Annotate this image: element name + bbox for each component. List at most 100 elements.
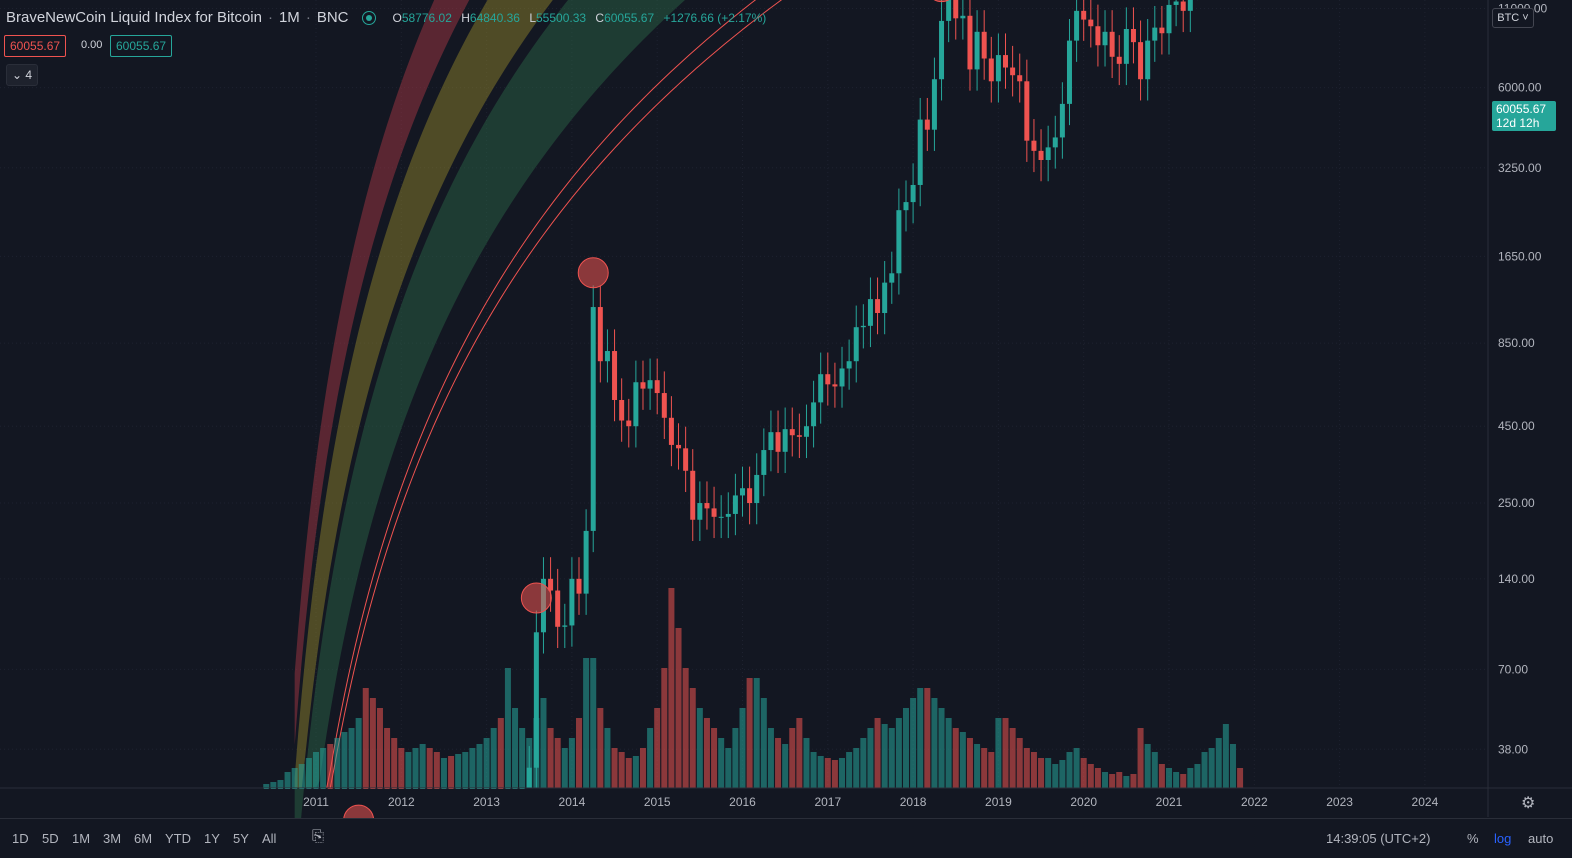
candle-body [1067, 41, 1072, 104]
candle-body [790, 429, 795, 435]
volume-bar [1059, 760, 1065, 788]
volume-bar [391, 738, 397, 788]
candle-body [1188, 0, 1193, 11]
timeframe-6m[interactable]: 6M [134, 831, 152, 846]
timeframe-1m[interactable]: 1M [72, 831, 90, 846]
timeframe-1y[interactable]: 1Y [204, 831, 220, 846]
timeframe-5y[interactable]: 5Y [233, 831, 249, 846]
close-label: C [595, 11, 604, 25]
candle-body [633, 382, 638, 426]
volume-bar [427, 748, 433, 788]
cycle-top-marker[interactable] [578, 258, 608, 288]
volume-bar [576, 718, 582, 788]
volume-bar [612, 748, 618, 788]
open-value: 58776.02 [402, 11, 452, 25]
volume-bar [1081, 758, 1087, 788]
candle-body [726, 514, 731, 517]
volume-bar [732, 728, 738, 788]
volume-bar [903, 708, 909, 788]
candle-body [1046, 147, 1051, 160]
candle-body [619, 400, 624, 421]
candle[interactable] [591, 285, 596, 552]
clock-time[interactable]: 14:39:05 (UTC+2) [1326, 831, 1430, 846]
volume-bar [931, 698, 937, 788]
candle-body [903, 202, 908, 210]
sell-price-button[interactable]: 60055.67 [4, 35, 66, 57]
volume-bar [1010, 728, 1016, 788]
candle-body [825, 374, 830, 384]
candle-body [939, 21, 944, 79]
candle-body [818, 374, 823, 402]
buy-price-button[interactable]: 60055.67 [110, 35, 172, 57]
candle-body [1024, 81, 1029, 140]
candle-body [1174, 2, 1179, 5]
indicators-collapse-button[interactable]: ⌄ 4 [6, 64, 38, 86]
auto-scale-toggle[interactable]: auto [1528, 831, 1553, 846]
timeframe-all[interactable]: All [262, 831, 276, 846]
volume-bar [327, 744, 333, 788]
volume-bar [1017, 738, 1023, 788]
volume-bar [420, 744, 426, 788]
volume-bar [867, 728, 873, 788]
last-price-value: 60055.67 [1496, 102, 1556, 116]
volume-bar [448, 756, 454, 788]
candle-body [1088, 20, 1093, 27]
candle-body [761, 450, 766, 475]
volume-bar [1024, 748, 1030, 788]
candle-body [896, 210, 901, 273]
candle-body [712, 508, 717, 516]
volume-bar [775, 738, 781, 788]
volume-bar [1209, 748, 1215, 788]
date-range-icon[interactable]: ⎘ [312, 828, 324, 845]
volume-bar [789, 728, 795, 788]
volume-bar [974, 744, 980, 788]
volume-bar [796, 718, 802, 788]
volume-bar [1145, 744, 1151, 788]
timeframe-5d[interactable]: 5D [42, 831, 59, 846]
volume-bar [1102, 772, 1108, 788]
candle-body [1017, 75, 1022, 81]
interval-label[interactable]: 1M [279, 9, 300, 26]
volume-bar [725, 748, 731, 788]
volume-bar [1194, 764, 1200, 788]
candle-body [911, 185, 916, 202]
percent-scale-toggle[interactable]: % [1467, 831, 1479, 846]
candle-body [768, 432, 773, 450]
price-tick-label: 250.00 [1498, 496, 1535, 510]
gear-icon[interactable]: ⚙ [1521, 793, 1535, 813]
price-tick-label: 850.00 [1498, 336, 1535, 350]
volume-bar [882, 724, 888, 788]
timeframe-ytd[interactable]: YTD [165, 831, 191, 846]
log-scale-toggle[interactable]: log [1494, 831, 1511, 846]
volume-bar [960, 732, 966, 788]
cycle-top-marker[interactable] [521, 583, 551, 613]
volume-bar [1123, 776, 1129, 788]
close-value: 60055.67 [604, 11, 654, 25]
candle-body [740, 488, 745, 495]
last-price-label: 60055.67 12d 12h [1492, 101, 1556, 131]
market-status-icon[interactable] [362, 11, 376, 25]
candle-body [683, 448, 688, 470]
candle-body [996, 55, 1001, 81]
volume-bar [1138, 728, 1144, 788]
low-value: 55500.33 [536, 11, 586, 25]
volume-bar [1173, 772, 1179, 788]
symbol-name[interactable]: BraveNewCoin Liquid Index for Bitcoin [6, 9, 262, 26]
candle[interactable] [534, 611, 539, 788]
volume-bar [839, 758, 845, 788]
currency-button[interactable]: BTC ˅ [1492, 8, 1534, 28]
candle-body [548, 579, 553, 591]
candle-body [704, 503, 709, 508]
candle-body [640, 382, 645, 388]
candle-body [932, 79, 937, 129]
candle-body [1152, 28, 1157, 41]
candle-body [1031, 141, 1036, 151]
timeframe-1d[interactable]: 1D [12, 831, 29, 846]
candle-body [1145, 41, 1150, 80]
volume-bar [661, 668, 667, 788]
volume-bar [633, 756, 639, 788]
candle-body [662, 393, 667, 418]
timeframe-3m[interactable]: 3M [103, 831, 121, 846]
open-label: O [392, 11, 401, 25]
